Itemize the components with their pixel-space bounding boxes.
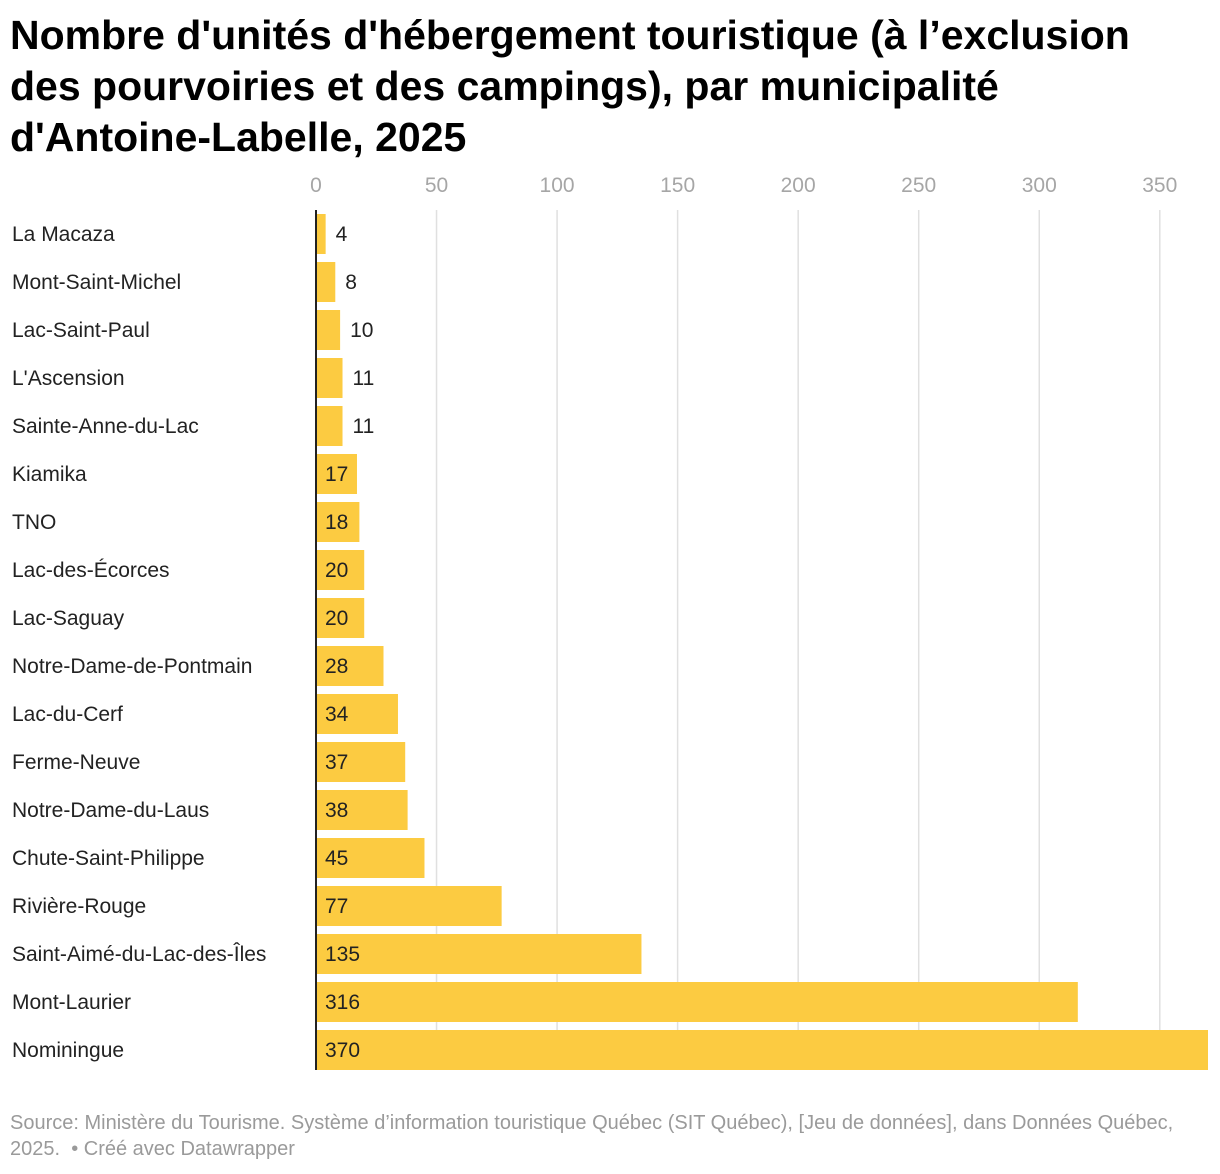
datawrapper-credit: • Créé avec Datawrapper — [71, 1138, 295, 1160]
x-tick-label: 300 — [1022, 174, 1057, 197]
x-tick-label: 150 — [660, 174, 695, 197]
category-label: Mont-Laurier — [12, 991, 131, 1014]
value-label: 11 — [353, 415, 375, 438]
bar — [316, 454, 357, 494]
bar — [316, 550, 365, 590]
x-tick-label: 0 — [310, 174, 322, 197]
chart-title: Nombre d'unités d'hébergement touristiqu… — [10, 12, 1130, 160]
bar — [316, 982, 1078, 1022]
category-label: Lac-Saguay — [12, 607, 125, 630]
category-label: Lac-Saint-Paul — [12, 319, 150, 342]
value-label: 45 — [325, 847, 348, 870]
bar — [316, 838, 425, 878]
bar — [316, 406, 343, 446]
x-tick-label: 100 — [540, 174, 575, 197]
value-label: 18 — [325, 511, 348, 534]
x-tick-label: 250 — [901, 174, 936, 197]
category-label: Notre-Dame-du-Laus — [12, 799, 209, 822]
value-label: 4 — [336, 223, 348, 246]
x-tick-label: 200 — [781, 174, 816, 197]
value-label: 20 — [325, 607, 348, 630]
category-label: Lac-du-Cerf — [12, 703, 123, 726]
category-label: La Macaza — [12, 223, 115, 246]
category-label: Ferme-Neuve — [12, 751, 140, 774]
value-label: 11 — [353, 367, 375, 390]
bar — [316, 934, 642, 974]
x-tick-label: 350 — [1142, 174, 1177, 197]
value-label: 34 — [325, 703, 349, 726]
bar — [316, 214, 326, 254]
value-label: 316 — [325, 991, 360, 1014]
bar — [316, 358, 343, 398]
value-label: 20 — [325, 559, 348, 582]
category-label: L'Ascension — [12, 367, 125, 390]
category-label: Lac-des-Écorces — [12, 559, 170, 582]
category-label: Saint-Aimé-du-Lac-des-Îles — [12, 943, 266, 966]
value-label: 370 — [325, 1039, 360, 1062]
category-label: Mont-Saint-Michel — [12, 271, 181, 294]
bar — [316, 310, 341, 350]
bar — [316, 646, 384, 686]
value-label: 37 — [325, 751, 348, 774]
value-label: 38 — [325, 799, 348, 822]
bar — [316, 742, 406, 782]
bar — [316, 886, 502, 926]
bar — [316, 262, 336, 302]
category-label: TNO — [12, 511, 56, 534]
value-label: 135 — [325, 943, 360, 966]
value-label: 17 — [325, 463, 348, 486]
category-label: Rivière-Rouge — [12, 895, 146, 918]
bar — [316, 598, 365, 638]
bar — [316, 1030, 1208, 1070]
bar-chart: 0 50 100 150 200 250 300 350 La Macaza 4 Mont-Sain… — [12, 174, 1208, 1070]
value-label: 28 — [325, 655, 348, 678]
value-label: 10 — [350, 319, 373, 342]
source-text: Source: Ministère du Tourisme. Système d… — [10, 1112, 1174, 1160]
category-label: Sainte-Anne-du-Lac — [12, 415, 199, 438]
value-label: 8 — [345, 271, 357, 294]
bar — [316, 694, 398, 734]
bar — [316, 790, 408, 830]
category-label: Kiamika — [12, 463, 87, 486]
chart-source: Source: Ministère du Tourisme. Système d… — [10, 1110, 1200, 1162]
x-tick-label: 50 — [425, 174, 448, 197]
category-label: Chute-Saint-Philippe — [12, 847, 205, 870]
category-label: Nominingue — [12, 1039, 124, 1062]
bar — [316, 502, 360, 542]
value-label: 77 — [325, 895, 348, 918]
category-label: Notre-Dame-de-Pontmain — [12, 655, 252, 678]
